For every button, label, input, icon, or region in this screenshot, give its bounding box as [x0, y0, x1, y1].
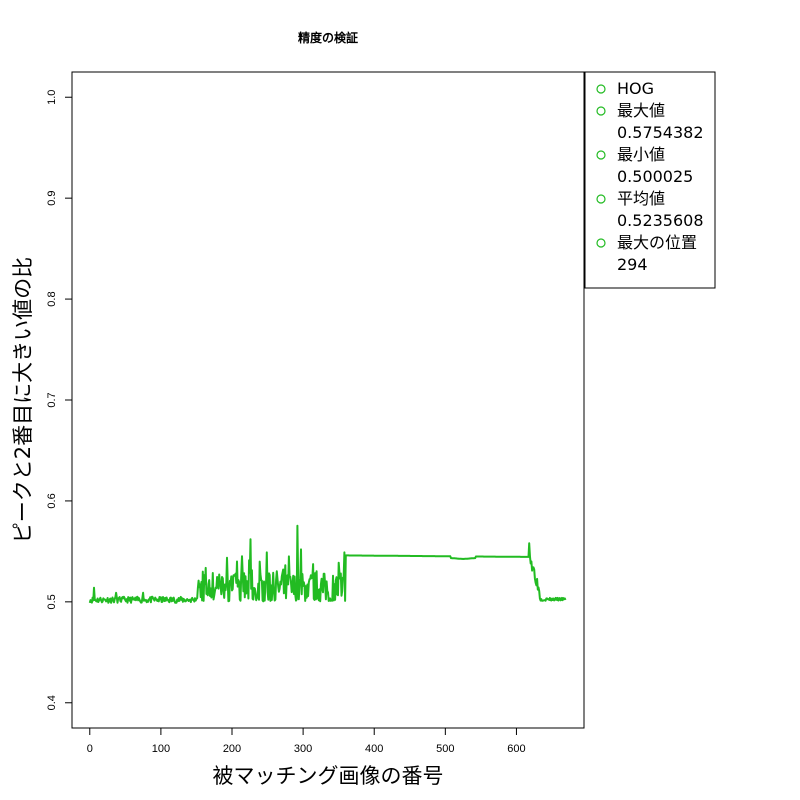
x-tick-label: 200 — [223, 743, 241, 755]
legend-entry-text: HOG — [617, 79, 654, 98]
x-axis-label: 被マッチング画像の番号 — [213, 764, 444, 788]
x-tick-label: 500 — [436, 743, 454, 755]
legend: HOG 最大値 0.5754382 最小値 0.500025 平均値 0.5235608 最大… — [584, 71, 716, 289]
x-tick-label: 300 — [294, 743, 312, 755]
legend-entry-text: 294 — [617, 255, 648, 274]
chart-title: 精度の検証 — [298, 30, 358, 45]
legend-marker-icon — [596, 106, 606, 116]
legend-entry-text: 平均値 — [617, 189, 665, 208]
y-axis-label: ピークと2番目に大きい値の比 — [11, 257, 35, 543]
y-tick-label: 0.5 — [46, 594, 58, 609]
y-tick-label: 0.8 — [46, 291, 58, 306]
legend-entry-text: 0.5754382 — [617, 123, 704, 142]
y-tick-label: 1.0 — [46, 90, 58, 105]
y-tick-label: 0.9 — [46, 191, 58, 206]
y-tick-label: 0.4 — [46, 695, 58, 710]
x-tick-label: 100 — [152, 743, 170, 755]
legend-entry-text: 0.5235608 — [617, 211, 704, 230]
legend-marker-icon — [596, 194, 606, 204]
legend-marker-icon — [596, 150, 606, 160]
legend-entry-text: 最大値 — [617, 101, 665, 120]
series-line-hog — [88, 524, 567, 604]
legend-entry-text: 最小値 — [617, 145, 665, 164]
y-tick-label: 0.6 — [46, 493, 58, 508]
legend-box — [584, 71, 716, 289]
x-tick-label: 600 — [507, 743, 525, 755]
y-axis: 0.4 0.5 0.6 0.7 0.8 0.9 1.0 — [46, 90, 73, 710]
plot-area-frame — [71, 71, 585, 729]
x-tick-label: 0 — [87, 743, 93, 755]
x-axis: 0 100 200 300 400 500 600 — [87, 727, 526, 755]
x-tick-label: 400 — [365, 743, 383, 755]
legend-marker-icon — [596, 84, 606, 94]
y-tick-label: 0.7 — [46, 392, 58, 407]
legend-entry-text: 0.500025 — [617, 167, 693, 186]
legend-entry-text: 最大の位置 — [617, 233, 697, 252]
legend-marker-icon — [596, 238, 606, 248]
